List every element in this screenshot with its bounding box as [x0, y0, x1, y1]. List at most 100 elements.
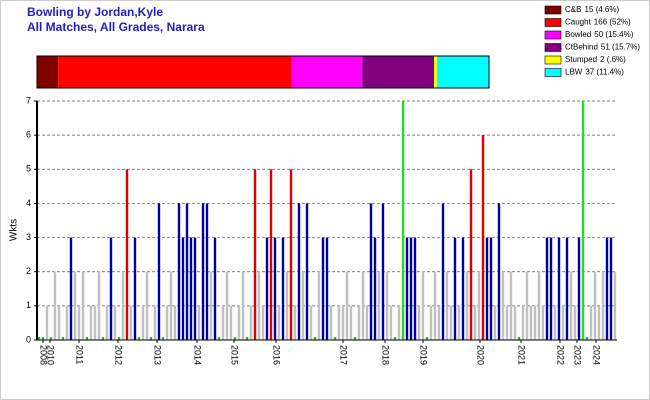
bar	[445, 271, 449, 340]
legend-swatch	[544, 18, 562, 27]
bar	[429, 305, 433, 340]
bar	[117, 337, 121, 340]
bar	[373, 237, 377, 340]
x-tick-label: 2013	[153, 345, 163, 365]
bar	[485, 237, 489, 340]
bar	[245, 337, 249, 340]
bar	[257, 271, 261, 340]
bar	[537, 271, 541, 340]
legend-category: LBW	[565, 68, 583, 77]
bar	[365, 305, 369, 340]
bar	[317, 271, 321, 340]
bar	[121, 271, 125, 340]
bar	[449, 305, 453, 340]
bar	[97, 271, 101, 340]
dismissal-segment	[37, 56, 59, 88]
bar	[109, 237, 113, 340]
bar	[201, 203, 205, 340]
bar	[57, 305, 61, 340]
bar	[329, 305, 333, 340]
bar	[405, 237, 409, 340]
legend-value: 50 (15.4%)	[594, 30, 633, 39]
bar	[397, 305, 401, 340]
bar	[389, 305, 393, 340]
bar	[89, 305, 93, 340]
x-tick-label: 2024	[592, 345, 602, 365]
bar	[81, 271, 85, 340]
bar	[173, 305, 177, 340]
bar	[213, 237, 217, 340]
x-tick-label: 2023	[573, 345, 583, 365]
dismissal-segment	[434, 56, 437, 88]
x-tick-label: 2019	[419, 345, 429, 365]
bar	[577, 237, 581, 340]
y-tick-label: 5	[26, 164, 31, 174]
bar	[237, 305, 241, 340]
x-tick-label: 2008	[39, 345, 49, 365]
bar	[401, 101, 405, 340]
bar	[581, 101, 585, 340]
bar	[333, 337, 337, 340]
bar	[601, 271, 605, 340]
bar	[505, 305, 509, 340]
bar	[93, 305, 97, 340]
bar	[477, 271, 481, 340]
bar	[553, 305, 557, 340]
bar	[265, 237, 269, 340]
bar	[285, 271, 289, 340]
legend-value: 51 (15.7%)	[601, 43, 640, 52]
y-tick-label: 7	[26, 95, 31, 105]
bar	[185, 203, 189, 340]
bar	[461, 237, 465, 340]
legend-value: 166 (52%)	[594, 18, 631, 27]
bar	[453, 237, 457, 340]
legend-label: Caught 166 (52%)	[565, 18, 631, 27]
bar	[525, 271, 529, 340]
bar	[217, 337, 221, 340]
bar	[509, 271, 513, 340]
bar	[141, 305, 145, 340]
bar	[465, 271, 469, 340]
bar	[381, 203, 385, 340]
bar	[137, 337, 141, 340]
bar	[149, 337, 153, 340]
bar	[181, 237, 185, 340]
legend-label: CtBehind 51 (15.7%)	[565, 43, 640, 52]
bar	[61, 337, 65, 340]
bar	[585, 337, 589, 340]
legend-swatch	[544, 5, 562, 15]
bar	[53, 271, 57, 340]
bar	[205, 203, 209, 340]
bar	[513, 305, 517, 340]
bar	[301, 271, 305, 340]
bar	[233, 337, 237, 340]
bar	[101, 337, 105, 340]
dismissal-bar-frame	[36, 55, 490, 89]
bar	[229, 305, 233, 340]
bar	[273, 237, 277, 340]
dismissal-segment	[58, 56, 292, 88]
bar	[249, 305, 253, 340]
x-tick-label: 2016	[272, 345, 282, 365]
dismissal-segment	[291, 56, 363, 88]
bar	[225, 271, 229, 340]
bar	[433, 271, 437, 340]
bar	[609, 237, 613, 340]
bar	[441, 203, 445, 340]
bar	[573, 305, 577, 340]
legend-label: Bowled 50 (15.4%)	[565, 30, 634, 39]
bar	[529, 305, 533, 340]
bar	[385, 271, 389, 340]
legend-label: C&B 15 (4.6%)	[565, 5, 619, 14]
bar	[309, 305, 313, 340]
y-tick-label: 6	[26, 130, 31, 140]
x-tick-label: 2012	[114, 345, 124, 365]
bar	[369, 203, 373, 340]
bar	[241, 271, 245, 340]
bar	[153, 305, 157, 340]
bar	[281, 237, 285, 340]
bar	[613, 271, 617, 340]
bar	[337, 305, 341, 340]
bar	[349, 305, 353, 340]
